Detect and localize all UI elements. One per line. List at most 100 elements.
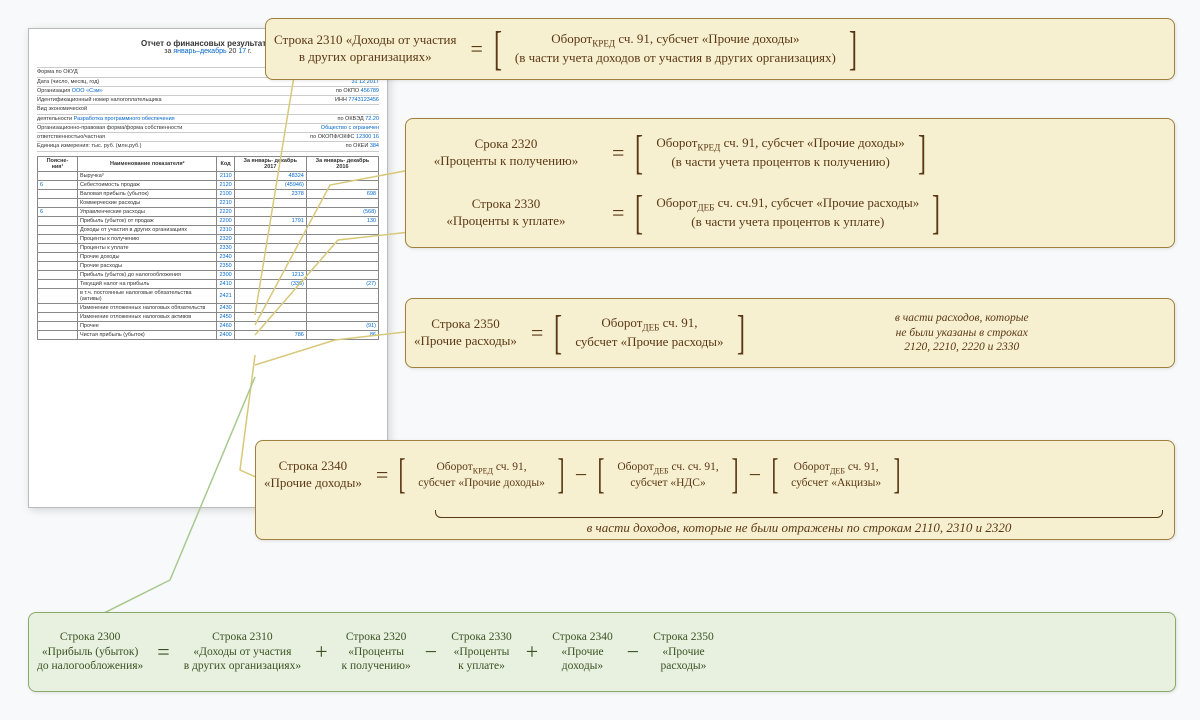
- table-cell: 2430: [217, 303, 234, 312]
- table-cell: 2120: [217, 180, 234, 189]
- table-cell: [38, 321, 78, 330]
- table-cell: [234, 303, 306, 312]
- table-cell: [306, 288, 378, 303]
- table-cell: [234, 288, 306, 303]
- table-row: Проценты к получению2320: [38, 234, 379, 243]
- bracket-right-icon: ]: [917, 129, 926, 177]
- plus-icon: +: [520, 613, 544, 691]
- table-cell: [306, 243, 378, 252]
- formula-2300: Строка 2300«Прибыль (убыток)до налогообл…: [28, 612, 1176, 692]
- table-cell: [38, 171, 78, 180]
- table-cell: [38, 270, 78, 279]
- f1-left: Строка 2310 «Доходы от участияв других о…: [266, 19, 464, 79]
- table-cell: Изменение отложенных налоговых активов: [77, 312, 217, 321]
- f6-t2: Строка 2310«Доходы от участияв других ор…: [176, 613, 309, 691]
- table-cell: 2340: [217, 252, 234, 261]
- table-header: Поясне- ния¹: [38, 156, 78, 171]
- table-cell: [38, 216, 78, 225]
- bracket-left-icon: [: [771, 441, 779, 509]
- table-cell: Проценты к уплате: [77, 243, 217, 252]
- table-cell: Чистая прибыль (убыток): [77, 330, 217, 339]
- table-cell: (91): [306, 321, 378, 330]
- f5-b: ОборотДЕБ сч. сч. 91, субсчет «НДС»: [609, 441, 726, 509]
- table-cell: Прочие доходы: [77, 252, 217, 261]
- formula-2350: Строка 2350«Прочие расходы» = [ ОборотДЕ…: [405, 298, 1175, 368]
- equals-icon: =: [464, 19, 488, 79]
- f6-t1: Строка 2300«Прибыль (убыток)до налогообл…: [29, 613, 151, 691]
- table-cell: [38, 303, 78, 312]
- f3-left: Строка 2330«Проценты к уплате»: [406, 192, 606, 234]
- table-cell: в т.ч. постоянные налоговые обязательств…: [77, 288, 217, 303]
- table-cell: 786: [234, 330, 306, 339]
- table-cell: [38, 279, 78, 288]
- table-cell: [38, 261, 78, 270]
- plus-icon: +: [309, 613, 333, 691]
- f5-brace-label: в части доходов, которые не были отражен…: [435, 520, 1163, 536]
- table-row: Прочие доходы2340: [38, 252, 379, 261]
- underbrace-icon: [435, 510, 1163, 518]
- table-cell: [234, 261, 306, 270]
- table-row: 6Управленческие расходы2220(568): [38, 207, 379, 216]
- table-cell: Текущий налог на прибыль: [77, 279, 217, 288]
- table-cell: [306, 303, 378, 312]
- table-cell: [234, 243, 306, 252]
- table-row: Чистая прибыль (убыток)240078686: [38, 330, 379, 339]
- table-cell: Прибыль (убыток) до налогообложения: [77, 270, 217, 279]
- bracket-right-icon: ]: [893, 441, 901, 509]
- table-cell: Коммерческие расходы: [77, 198, 217, 207]
- table-cell: 2210: [217, 198, 234, 207]
- table-cell: 2320: [217, 234, 234, 243]
- table-cell: 6: [38, 180, 78, 189]
- table-cell: [234, 252, 306, 261]
- table-cell: [38, 198, 78, 207]
- table-row: Текущий налог на прибыль2410(336)(27): [38, 279, 379, 288]
- table-cell: Себестоимость продаж: [77, 180, 217, 189]
- table-cell: [306, 270, 378, 279]
- table-cell: 48324: [234, 171, 306, 180]
- f3-right: ОборотДЕБ сч. сч.91, субсчет «Прочие рас…: [648, 191, 927, 235]
- f2-left: Срока 2320«Проценты к получению»: [406, 132, 606, 174]
- table-row: Прибыль (убыток) от продаж22001791130: [38, 216, 379, 225]
- table-cell: 2310: [217, 225, 234, 234]
- minus-icon: −: [621, 613, 645, 691]
- report-table: Поясне- ния¹Наименование показателя²КодЗ…: [37, 156, 379, 340]
- table-cell: 1791: [234, 216, 306, 225]
- table-header: За январь- декабрь 2016: [306, 156, 378, 171]
- equals-icon: =: [525, 299, 549, 367]
- table-cell: 2200: [217, 216, 234, 225]
- table-cell: 2350: [217, 261, 234, 270]
- table-cell: [306, 312, 378, 321]
- table-header: За январь- декабрь 2017: [234, 156, 306, 171]
- f2-right: ОборотКРЕД сч. 91, субсчет «Прочие доход…: [648, 131, 912, 175]
- table-cell: 2300: [217, 270, 234, 279]
- table-row: 6Себестоимость продаж2120(45946): [38, 180, 379, 189]
- table-cell: [234, 234, 306, 243]
- formula-2310: Строка 2310 «Доходы от участияв других о…: [265, 18, 1175, 80]
- f6-t4: Строка 2330«Процентык уплате»: [443, 613, 520, 691]
- table-cell: [306, 252, 378, 261]
- table-cell: [306, 261, 378, 270]
- table-header: Код: [217, 156, 234, 171]
- table-cell: 698: [306, 189, 378, 198]
- bracket-right-icon: ]: [731, 441, 739, 509]
- table-row: Проценты к уплате2330: [38, 243, 379, 252]
- equals-icon: =: [151, 613, 175, 691]
- equals-icon: =: [370, 441, 394, 509]
- f6-t6: Строка 2350«Прочиерасходы»: [645, 613, 722, 691]
- table-row: Коммерческие расходы2210: [38, 198, 379, 207]
- table-cell: 2330: [217, 243, 234, 252]
- table-cell: [38, 234, 78, 243]
- table-cell: Управленческие расходы: [77, 207, 217, 216]
- table-cell: [38, 252, 78, 261]
- minus-icon: −: [743, 441, 767, 509]
- table-row: Выручка³211048324: [38, 171, 379, 180]
- f5-left: Строка 2340«Прочие доходы»: [256, 441, 370, 509]
- table-cell: (336): [234, 279, 306, 288]
- table-header: Наименование показателя²: [77, 156, 217, 171]
- table-cell: (27): [306, 279, 378, 288]
- table-row: Изменение отложенных налоговых активов24…: [38, 312, 379, 321]
- table-cell: [234, 198, 306, 207]
- table-cell: 2378: [234, 189, 306, 198]
- table-cell: [306, 198, 378, 207]
- f4-mid: ОборотДЕБ сч. 91, субсчет «Прочие расход…: [567, 299, 731, 367]
